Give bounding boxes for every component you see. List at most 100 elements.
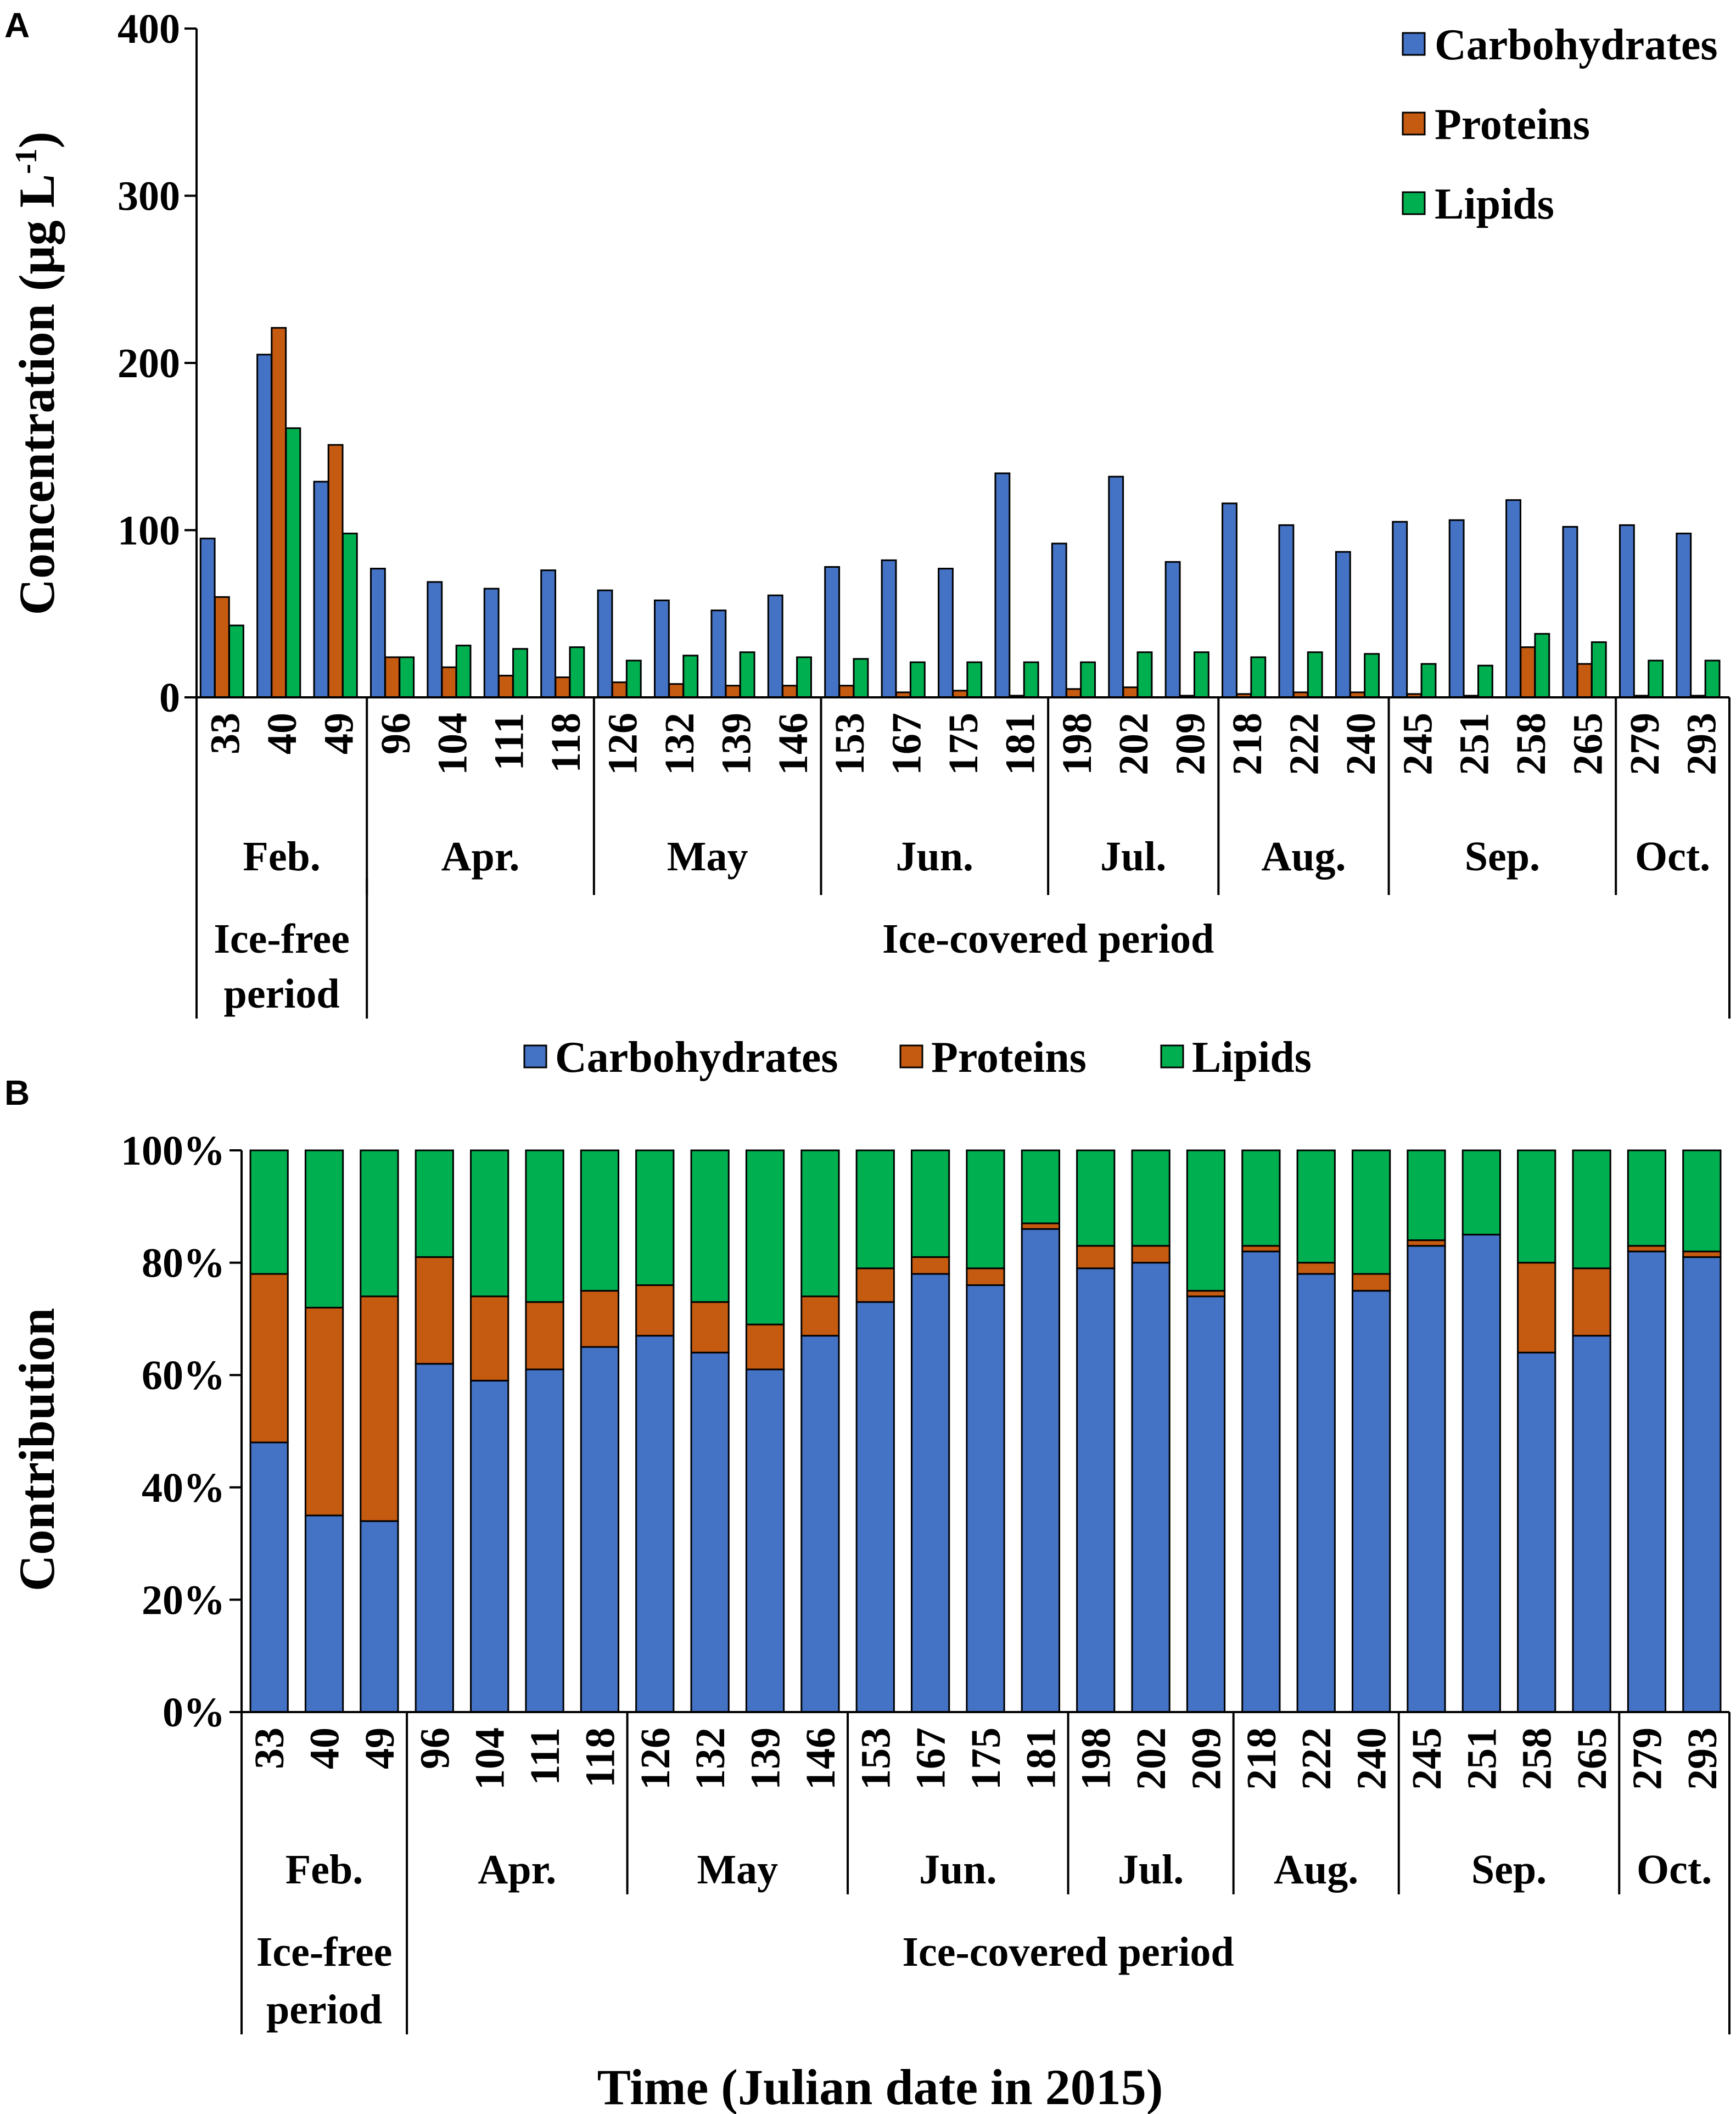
bar-lipids [1591,641,1607,698]
month-label: Sep. [1471,1847,1547,1893]
day-label-146: 146 [770,713,816,775]
bar-segment-lipids [635,1149,675,1287]
day-label-245: 245 [1395,713,1441,775]
legend-swatch-carbohydrates [1402,32,1426,56]
bar-lipids [1364,653,1380,698]
bar-segment-lipids [855,1149,895,1269]
day-label-279: 279 [1624,1727,1670,1790]
bar-segment-carbohydrates [855,1301,895,1713]
bar-carbohydrates [256,354,272,698]
bar-segment-proteins [1351,1273,1391,1292]
day-label-218: 218 [1239,1727,1285,1790]
bar-segment-carbohydrates [1021,1228,1060,1713]
bar-segment-carbohydrates [1461,1233,1501,1713]
bar-carbohydrates [1562,525,1578,698]
bar-segment-carbohydrates [745,1368,785,1713]
day-label-202: 202 [1128,1727,1174,1790]
legend-swatch-lipids [1402,191,1426,215]
bar-lipids [625,659,642,698]
day-label-202: 202 [1111,713,1157,775]
legend-label-lipids: Lipids [1435,180,1554,228]
legend-label-proteins: Proteins [931,1033,1087,1082]
bar-carbohydrates [1164,561,1181,698]
bar-segment-proteins [1627,1245,1667,1252]
bar-lipids [1704,659,1721,698]
day-label-111: 111 [522,1727,568,1786]
day-label-293: 293 [1679,1727,1726,1790]
bar-segment-carbohydrates [1241,1250,1281,1713]
period-label: Ice-free [214,916,349,962]
bar-lipids [399,656,415,698]
day-label-132: 132 [657,713,703,775]
bar-carbohydrates [1392,521,1408,698]
bar-segment-lipids [966,1149,1005,1269]
bar-lipids [1193,651,1209,698]
month-label: Jul. [1100,834,1166,880]
bar-proteins [838,685,855,698]
day-label-146: 146 [798,1727,844,1790]
day-label-104: 104 [467,1727,513,1790]
bar-proteins [1066,688,1082,698]
bar-segment-lipids [304,1149,344,1308]
bar-proteins [441,666,457,698]
bar-segment-lipids [1461,1149,1501,1235]
bar-proteins [725,685,741,698]
day-label-175: 175 [940,713,987,775]
legend-label-proteins: Proteins [1435,100,1590,149]
day-label-49: 49 [357,1727,403,1769]
bar-lipids [1136,651,1153,698]
bar-segment-lipids [525,1149,564,1303]
day-label-181: 181 [997,713,1043,775]
bar-lipids [909,661,926,698]
day-label-126: 126 [632,1727,679,1790]
bar-lipids [1023,661,1039,698]
bar-segment-proteins [1517,1262,1556,1354]
bar-segment-carbohydrates [1682,1256,1722,1713]
bar-segment-proteins [1131,1245,1171,1264]
bar-segment-carbohydrates [525,1368,564,1713]
bar-lipids [1250,656,1267,698]
bar-segment-lipids [745,1149,785,1326]
bar-carbohydrates [1108,476,1124,698]
bar-lipids [341,533,358,698]
day-label-258: 258 [1508,713,1554,775]
bar-segment-proteins [360,1295,399,1522]
bar-proteins [668,683,685,698]
month-label: Aug. [1261,834,1346,880]
bar-segment-carbohydrates [1572,1335,1611,1713]
bar-lipids [285,427,301,698]
day-label-139: 139 [743,1727,789,1790]
day-label-153: 153 [827,713,873,775]
bar-carbohydrates [540,569,557,698]
bar-carbohydrates [483,588,500,698]
bar-proteins [1576,663,1593,698]
day-label-293: 293 [1678,713,1724,775]
bar-segment-proteins [1682,1250,1722,1258]
panel-b-chart: 0%20%40%60%80%100%33 40 49 96 104 111 118 126 13… [121,1033,1731,2034]
bar-segment-lipids [1627,1149,1667,1247]
bar-lipids [1477,664,1493,698]
bar-segment-proteins [1241,1245,1281,1252]
bar-segment-proteins [855,1267,895,1303]
x-axis-title: Time (Julian date in 2015) [597,2059,1163,2114]
bar-segment-proteins [470,1295,509,1382]
bar-carbohydrates [313,480,329,698]
bar-proteins [214,596,230,698]
bar-lipids [1080,661,1096,698]
day-label-251: 251 [1452,713,1498,775]
month-label: Feb. [243,834,320,880]
bar-lipids [1648,659,1664,698]
day-label-265: 265 [1569,1727,1615,1790]
bar-carbohydrates [938,568,954,698]
bar-segment-lipids [690,1149,730,1303]
y-tick-label: 200 [117,340,180,387]
bar-segment-carbohydrates [1296,1273,1336,1713]
bar-segment-carbohydrates [304,1514,344,1713]
y-tick-label: 60% [142,1352,225,1399]
legend-label-lipids: Lipids [1192,1033,1312,1082]
bar-segment-lipids [1682,1149,1722,1252]
bar-lipids [853,658,869,698]
panel-b-y-axis-title: Contribution [9,1308,65,1591]
